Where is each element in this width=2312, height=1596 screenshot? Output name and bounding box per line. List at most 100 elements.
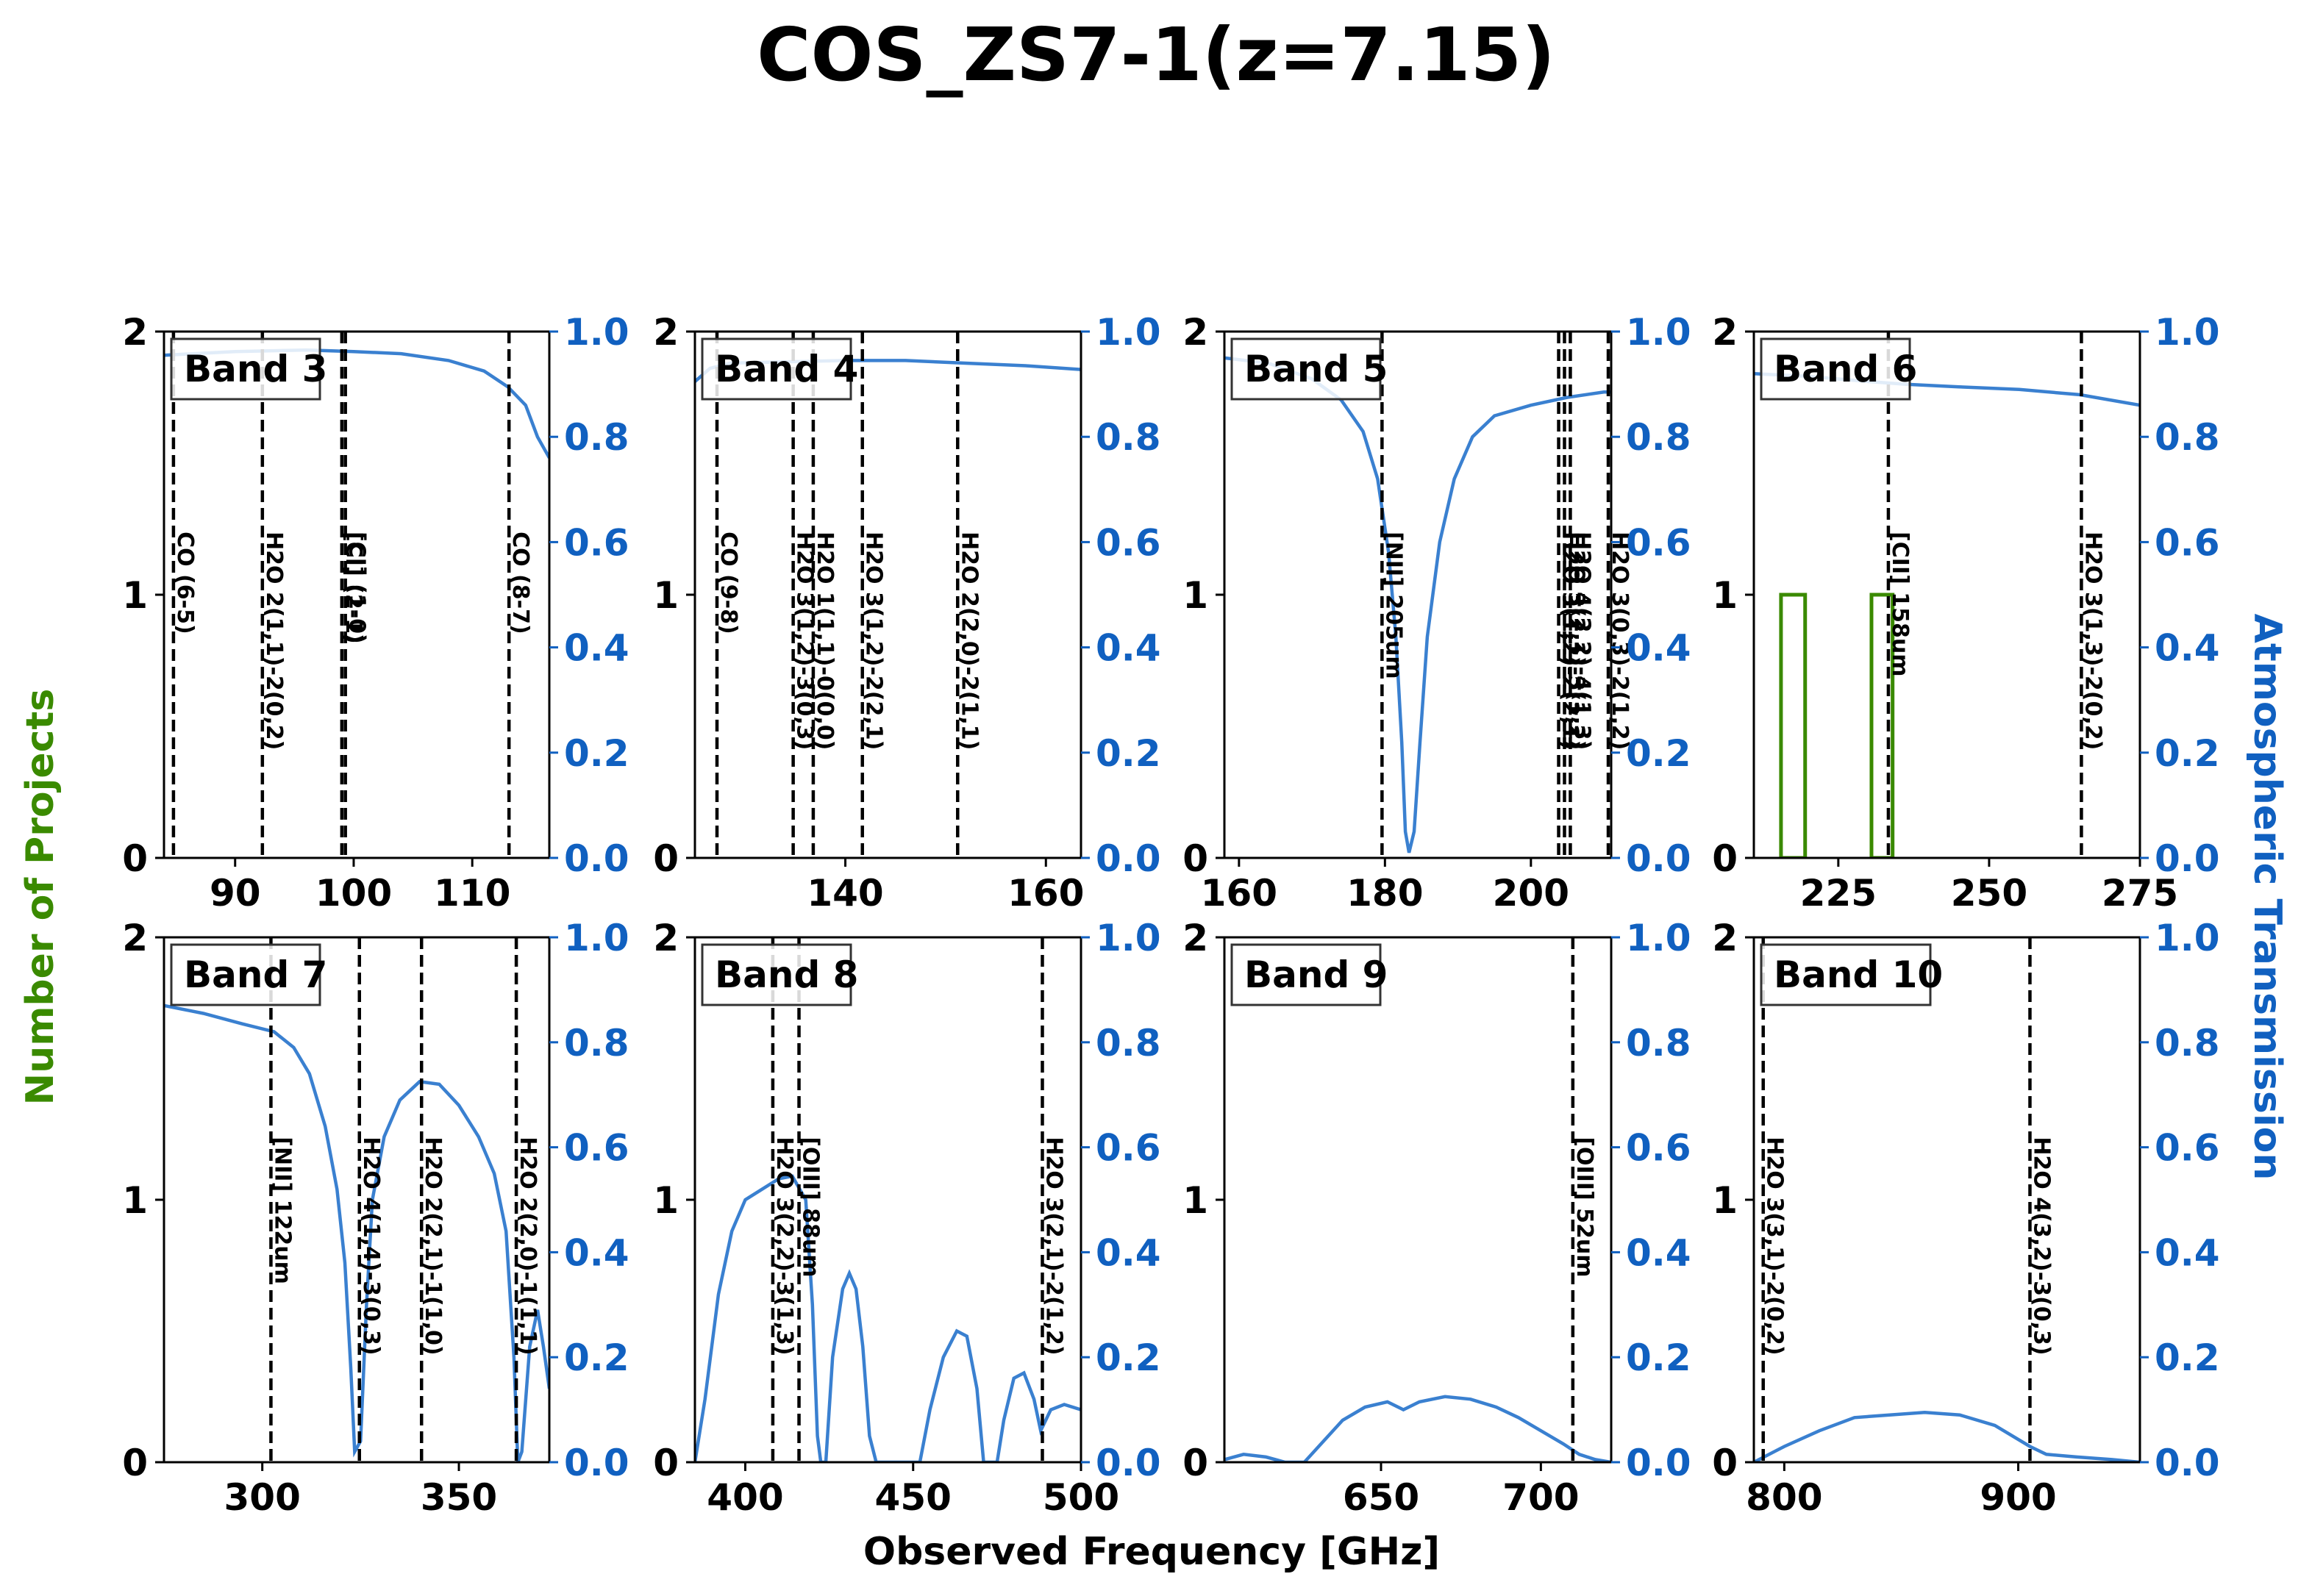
- y-tick-label-right: 1.0: [2155, 917, 2220, 959]
- panel-band-8: H2O 3(2,2)-3(1,3) [OIII] 88um H2O 3(2,1)-2…: [653, 917, 1160, 1519]
- spectral-line-label: H2O 2(2,1)-1(1,0): [420, 1137, 446, 1355]
- transmission-curve: [164, 1003, 549, 1462]
- y-tick-label-right: 0.8: [1096, 416, 1161, 459]
- y-tick-label-right: 0.6: [1626, 521, 1691, 564]
- y-tick-label-left: 0: [122, 837, 148, 880]
- histogram-bar: [1779, 593, 1808, 858]
- band-label: Band 4: [715, 348, 858, 390]
- spectral-line-label: H2O 3(1,2)-2(2,1): [861, 532, 887, 750]
- band-label: Band 9: [1244, 953, 1388, 996]
- band-label-box: [701, 943, 852, 1006]
- y-tick-label-right: 1.0: [1096, 311, 1161, 354]
- plot-frame: [1223, 936, 1613, 1464]
- x-tick-label: 700: [1502, 1476, 1579, 1519]
- panel-band-4: CO (9-8) H2O 3(1,2)-3(0,3)H2O 1(1,1)-0(0,…: [653, 311, 1160, 915]
- y-tick-label-left: 2: [653, 917, 679, 959]
- y-tick-label-left: 1: [122, 574, 148, 617]
- y-tick-label-right: 0.0: [1626, 1442, 1691, 1484]
- histogram-bar: [1869, 593, 1895, 858]
- page-title: COS_ZS7-1(z=7.15): [757, 12, 1555, 98]
- x-axis-title: Observed Frequency [GHz]: [863, 1530, 1440, 1574]
- x-tick-label: 350: [421, 1476, 497, 1519]
- y-tick-label-right: 1.0: [2155, 311, 2220, 354]
- y-tick-label-left: 1: [1182, 574, 1208, 617]
- y-tick-label-left: 2: [1182, 311, 1208, 354]
- x-tick-label: 500: [1043, 1476, 1119, 1519]
- x-tick-label: 300: [224, 1476, 300, 1519]
- y-tick-label-right: 1.0: [1626, 311, 1691, 354]
- spectral-line-label: H2O 3(2,1)-2(1,2): [1041, 1137, 1067, 1355]
- spectral-line-label: CO (9-8): [716, 532, 741, 634]
- spectral-line-label: H2O 2(1,1)-2(0,2): [261, 532, 287, 750]
- spectral-line-label: H2O 2(2,0)-2(1,1): [956, 532, 982, 750]
- spectral-line-label: [CI] (1-0): [344, 532, 370, 644]
- y-tick-label-left: 0: [122, 1442, 148, 1484]
- y-tick-label-right: 0.4: [1096, 627, 1161, 670]
- y-tick-label-right: 0.0: [1096, 837, 1161, 880]
- spectral-line-label: [OIII] 52um: [1571, 1137, 1597, 1277]
- transmission-curve: [1224, 1395, 1611, 1462]
- y-tick-label-right: 0.8: [1626, 1022, 1691, 1064]
- y-tick-label-left: 1: [653, 574, 679, 617]
- band-label-box: [170, 943, 321, 1006]
- band-label-box: [1230, 943, 1382, 1006]
- spectral-line-label: H2O 4(3,2)-3(0,3): [2028, 1137, 2054, 1355]
- x-tick-label: 160: [1201, 872, 1277, 915]
- y-tick-label-right: 0.0: [564, 837, 629, 880]
- x-tick-label: 900: [1980, 1476, 2056, 1519]
- y-tick-label-right: 0.2: [1096, 732, 1161, 775]
- y-tick-label-right: 0.4: [2155, 1231, 2220, 1274]
- y-tick-label-right: 0.8: [2155, 416, 2220, 459]
- spectral-line-label: H2O 1(1,1)-0(0,0): [812, 532, 838, 750]
- y-tick-label-right: 0.2: [564, 1336, 629, 1379]
- spectral-line-label: CO (8-7): [507, 532, 533, 634]
- x-tick-label: 140: [807, 872, 883, 915]
- transmission-curve: [1224, 356, 1611, 854]
- panel-band-10: H2O 3(3,1)-2(0,2) H2O 4(3,2)-3(0,3) Band 1…: [1712, 917, 2219, 1519]
- y-tick-label-right: 0.2: [1626, 732, 1691, 775]
- y-tick-label-right: 1.0: [564, 311, 629, 354]
- y-tick-label-left: 0: [1182, 837, 1208, 880]
- y-tick-label-left: 0: [1182, 1442, 1208, 1484]
- y-tick-label-right: 0.4: [2155, 627, 2220, 670]
- y-tick-label-right: 0.8: [1626, 416, 1691, 459]
- x-tick-label: 100: [315, 872, 392, 915]
- spectral-line-label: [CII] 158um: [1887, 532, 1913, 676]
- spectral-line-label: CO (6-5): [172, 532, 198, 634]
- x-tick-label: 160: [1007, 872, 1084, 915]
- y-tick-label-right: 0.6: [1096, 521, 1161, 564]
- y-tick-label-right: 0.6: [2155, 521, 2220, 564]
- x-tick-label: 180: [1346, 872, 1423, 915]
- panel-band-6: [CII] 158um H2O 3(1,3)-2(0,2) Band 6 225 250…: [1712, 311, 2219, 915]
- x-tick-label: 200: [1493, 872, 1569, 915]
- x-tick-label: 110: [434, 872, 510, 915]
- y-tick-label-right: 0.6: [1626, 1127, 1691, 1170]
- x-tick-label: 450: [875, 1476, 952, 1519]
- y-tick-label-right: 0.4: [1096, 1231, 1161, 1274]
- y-tick-label-left: 1: [122, 1179, 148, 1222]
- y-tick-label-right: 0.8: [564, 416, 629, 459]
- spectral-line-label: H2O 3(2,1)-3(1,2): [1563, 532, 1588, 750]
- band-label-box: [1760, 337, 1911, 401]
- y-tick-label-right: 0.4: [1626, 627, 1691, 670]
- spectral-line-label: H2O 3(2,2)-3(1,3): [771, 1137, 797, 1355]
- plot-frame: [693, 330, 1082, 859]
- y-tick-label-right: 0.2: [564, 732, 629, 775]
- y-tick-label-right: 0.4: [564, 1231, 629, 1274]
- spectral-line-label: H2O 3(3,1)-2(0,2): [1762, 1137, 1788, 1355]
- y-tick-label-right: 0.2: [2155, 732, 2220, 775]
- x-tick-label: 800: [1746, 1476, 1822, 1519]
- y-tick-label-right: 0.6: [564, 1127, 629, 1170]
- band-label: Band 3: [184, 348, 327, 390]
- y-tick-label-right: 0.8: [564, 1022, 629, 1064]
- y-tick-label-right: 0.0: [1626, 837, 1691, 880]
- x-tick-label: 275: [2102, 872, 2178, 915]
- y-tick-label-right: 0.4: [1626, 1231, 1691, 1274]
- y-tick-label-right: 0.2: [1096, 1336, 1161, 1379]
- transmission-curve: [1754, 1410, 2140, 1462]
- y-tick-label-right: 0.0: [564, 1442, 629, 1484]
- y-tick-label-right: 1.0: [1626, 917, 1691, 959]
- band-label-box: [1760, 943, 1932, 1006]
